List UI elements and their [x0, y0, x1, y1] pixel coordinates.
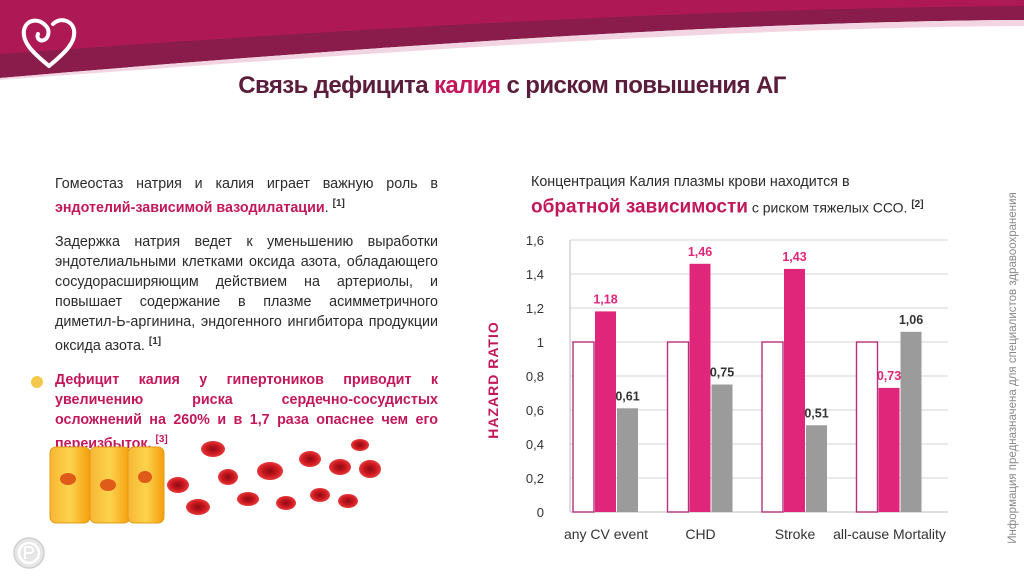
- y-axis-label: HAZARD RATIO: [485, 321, 501, 439]
- bar-gray: [900, 331, 922, 512]
- chart-heading-line1: Концентрация Калия плазмы крови находитс…: [531, 174, 850, 190]
- bar-reference: [666, 341, 690, 513]
- bar-pink: [689, 263, 711, 512]
- bar-gray: [711, 384, 733, 512]
- bar-pink: [784, 268, 805, 512]
- bar-reference: [855, 341, 879, 513]
- paragraph-homeostasis: Гомеостаз натрия и калия играет важную р…: [55, 176, 438, 216]
- bullet-icon: [31, 375, 43, 388]
- bar-gray: [806, 425, 827, 512]
- chart-heading: Концентрация Калия плазмы крови находитс…: [531, 172, 951, 221]
- title-highlight: калия: [434, 72, 501, 99]
- y-tick-label: 0,6: [526, 403, 544, 418]
- bar-pink: [595, 311, 616, 512]
- reference-1b: [1]: [148, 335, 162, 347]
- header-banner: [0, 0, 1024, 80]
- bar-pink: [878, 387, 900, 512]
- y-tick-label: 1,2: [526, 301, 544, 316]
- data-label: 0,61: [615, 389, 639, 403]
- title-text-end: с риском повышения АГ: [500, 72, 786, 99]
- chart-labels: 0 0,2 0,4 0,6 0,8 1 1,2 1,4 1,6 1,18 0,61 any CV ev…: [526, 233, 946, 542]
- page-title: Связь дефицита калия с риском повышения …: [0, 72, 1024, 100]
- reference-3: [3]: [155, 433, 168, 445]
- y-tick-label: 0: [537, 505, 544, 520]
- category-label: all-cause Mortality: [833, 526, 946, 542]
- reference-1: [1]: [332, 198, 345, 209]
- heart-logo-icon: [21, 18, 77, 68]
- data-label: 0,51: [804, 406, 828, 420]
- y-tick-label: 1: [537, 335, 544, 350]
- bar-reference: [572, 341, 595, 513]
- bar-gray: [617, 408, 638, 512]
- data-label: 1,43: [782, 250, 806, 264]
- paragraph-sodium-retention: Задержка натрия ведет к уменьшению выраб…: [55, 233, 438, 354]
- title-text-start: Связь дефицита: [238, 72, 435, 99]
- vasodilation-highlight: эндотелий-зависимой вазодилатации: [55, 199, 325, 216]
- data-label: 1,18: [593, 292, 617, 306]
- category-label: any CV event: [564, 526, 648, 542]
- data-label: 0,75: [710, 366, 734, 380]
- category-label: Stroke: [775, 526, 816, 542]
- y-tick-label: 0,2: [526, 471, 544, 486]
- brand-badge-icon: [13, 537, 45, 569]
- data-label: 0,73: [877, 369, 901, 383]
- y-tick-label: 1,6: [526, 233, 544, 248]
- red-blood-cells-illustration: [49, 439, 381, 524]
- paragraph-potassium-deficit: Дефицит калия у гипертоников приводит к …: [31, 370, 438, 454]
- chart-heading-line2: обратной зависимости с риском тяжелых СС…: [531, 196, 924, 218]
- y-tick-label: 0,8: [526, 369, 544, 384]
- side-disclaimer: Информация предназначена для специалисто…: [1007, 192, 1019, 544]
- y-tick-label: 1,4: [526, 267, 544, 282]
- category-label: CHD: [685, 526, 715, 542]
- bar-reference: [761, 341, 784, 513]
- data-label: 1,46: [688, 245, 712, 259]
- chart-bars: [572, 263, 922, 513]
- y-tick-label: 0,4: [526, 437, 544, 452]
- inverse-relation-highlight: обратной зависимости: [531, 196, 748, 218]
- data-label: 1,06: [899, 313, 923, 327]
- reference-2: [2]: [911, 199, 924, 210]
- left-text-column: Гомеостаз натрия и калия играет важную р…: [31, 174, 438, 467]
- hazard-ratio-bar-chart: 0 0,2 0,4 0,6 0,8 1 1,2 1,4 1,6 1,18 0,61 any CV ev…: [485, 233, 948, 542]
